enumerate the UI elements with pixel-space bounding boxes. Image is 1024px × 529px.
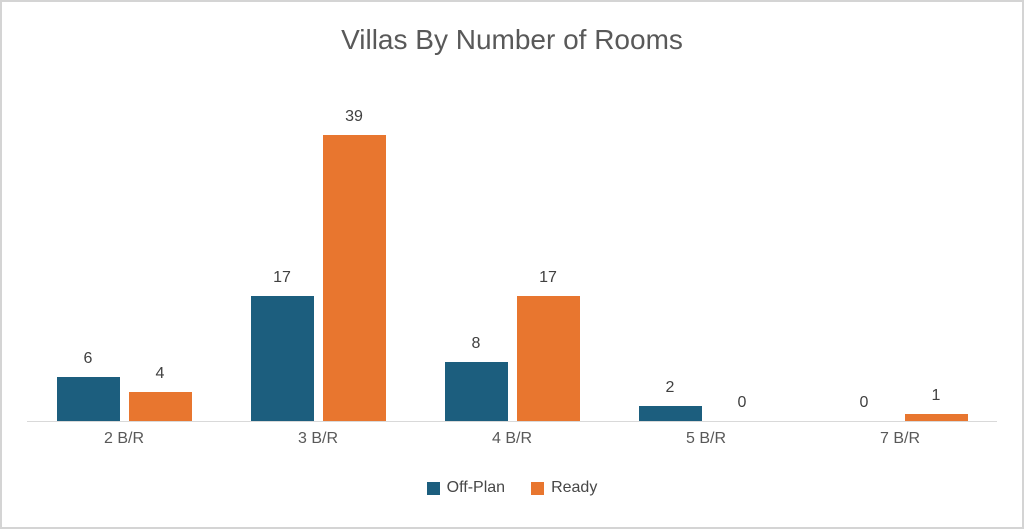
x-axis-line	[27, 421, 997, 422]
data-label-ready: 39	[345, 108, 363, 125]
legend-swatch-ready	[531, 481, 545, 495]
x-axis-label: 2 B/R	[103, 430, 144, 447]
bar-off-plan	[56, 377, 120, 421]
bar-ready	[128, 392, 192, 421]
plot-area: 6 4 17 39 8 17 2 0 0 1	[27, 91, 997, 421]
bar-column-ready: 0	[711, 91, 774, 421]
bar-off-plan	[444, 362, 508, 421]
bar-column-off-plan: 0	[833, 91, 896, 421]
bar-ready	[322, 135, 386, 421]
legend-item-ready: Ready	[531, 479, 597, 497]
bar-column-ready: 4	[128, 91, 192, 421]
legend: Off-Plan Ready	[2, 479, 1022, 497]
chart-title: Villas By Number of Rooms	[341, 24, 683, 55]
data-label-off-plan: 2	[665, 379, 675, 396]
bar-column-ready: 1	[904, 91, 968, 421]
bar-column-off-plan: 6	[56, 91, 120, 421]
data-label-off-plan: 17	[273, 269, 291, 286]
data-label-ready: 17	[539, 269, 557, 286]
bar-off-plan	[250, 296, 314, 421]
legend-label-ready: Ready	[551, 479, 598, 496]
legend-label-off-plan: Off-Plan	[446, 479, 506, 496]
category-group-3-b-r: 17 39	[221, 91, 415, 421]
data-label-off-plan: 8	[471, 335, 481, 352]
data-label-off-plan: 0	[859, 394, 869, 411]
bar-column-off-plan: 8	[444, 91, 508, 421]
x-axis-label: 3 B/R	[297, 430, 338, 447]
bar-ready	[516, 296, 580, 421]
bar-off-plan	[638, 406, 702, 421]
legend-item-off-plan: Off-Plan	[426, 479, 506, 497]
bar-column-ready: 17	[516, 91, 580, 421]
bar-ready	[904, 414, 968, 421]
data-label-ready: 0	[737, 394, 747, 411]
data-label-off-plan: 6	[83, 350, 93, 367]
x-axis-label: 5 B/R	[685, 430, 726, 447]
bar-column-off-plan: 17	[250, 91, 314, 421]
bar-column-ready: 39	[322, 91, 386, 421]
x-axis-label: 4 B/R	[491, 430, 532, 447]
data-label-ready: 4	[155, 365, 165, 382]
legend-swatch-off-plan	[426, 481, 440, 495]
x-axis-label: 7 B/R	[879, 430, 920, 447]
x-axis-labels: 2 B/R 3 B/R 4 B/R 5 B/R 7 B/R	[27, 430, 997, 448]
bar-column-off-plan: 2	[638, 91, 702, 421]
data-label-ready: 1	[931, 387, 941, 404]
category-group-4-b-r: 8 17	[415, 91, 609, 421]
